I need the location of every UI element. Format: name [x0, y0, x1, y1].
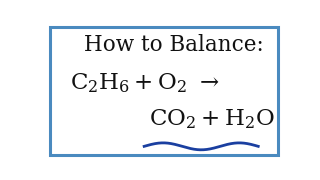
Text: How to Balance:: How to Balance:: [84, 34, 264, 56]
Text: $\mathregular{C_2H_6 + O_2\ \rightarrow}$: $\mathregular{C_2H_6 + O_2\ \rightarrow}…: [70, 71, 219, 95]
Text: $\mathregular{CO_2 + H_2O}$: $\mathregular{CO_2 + H_2O}$: [149, 107, 275, 131]
